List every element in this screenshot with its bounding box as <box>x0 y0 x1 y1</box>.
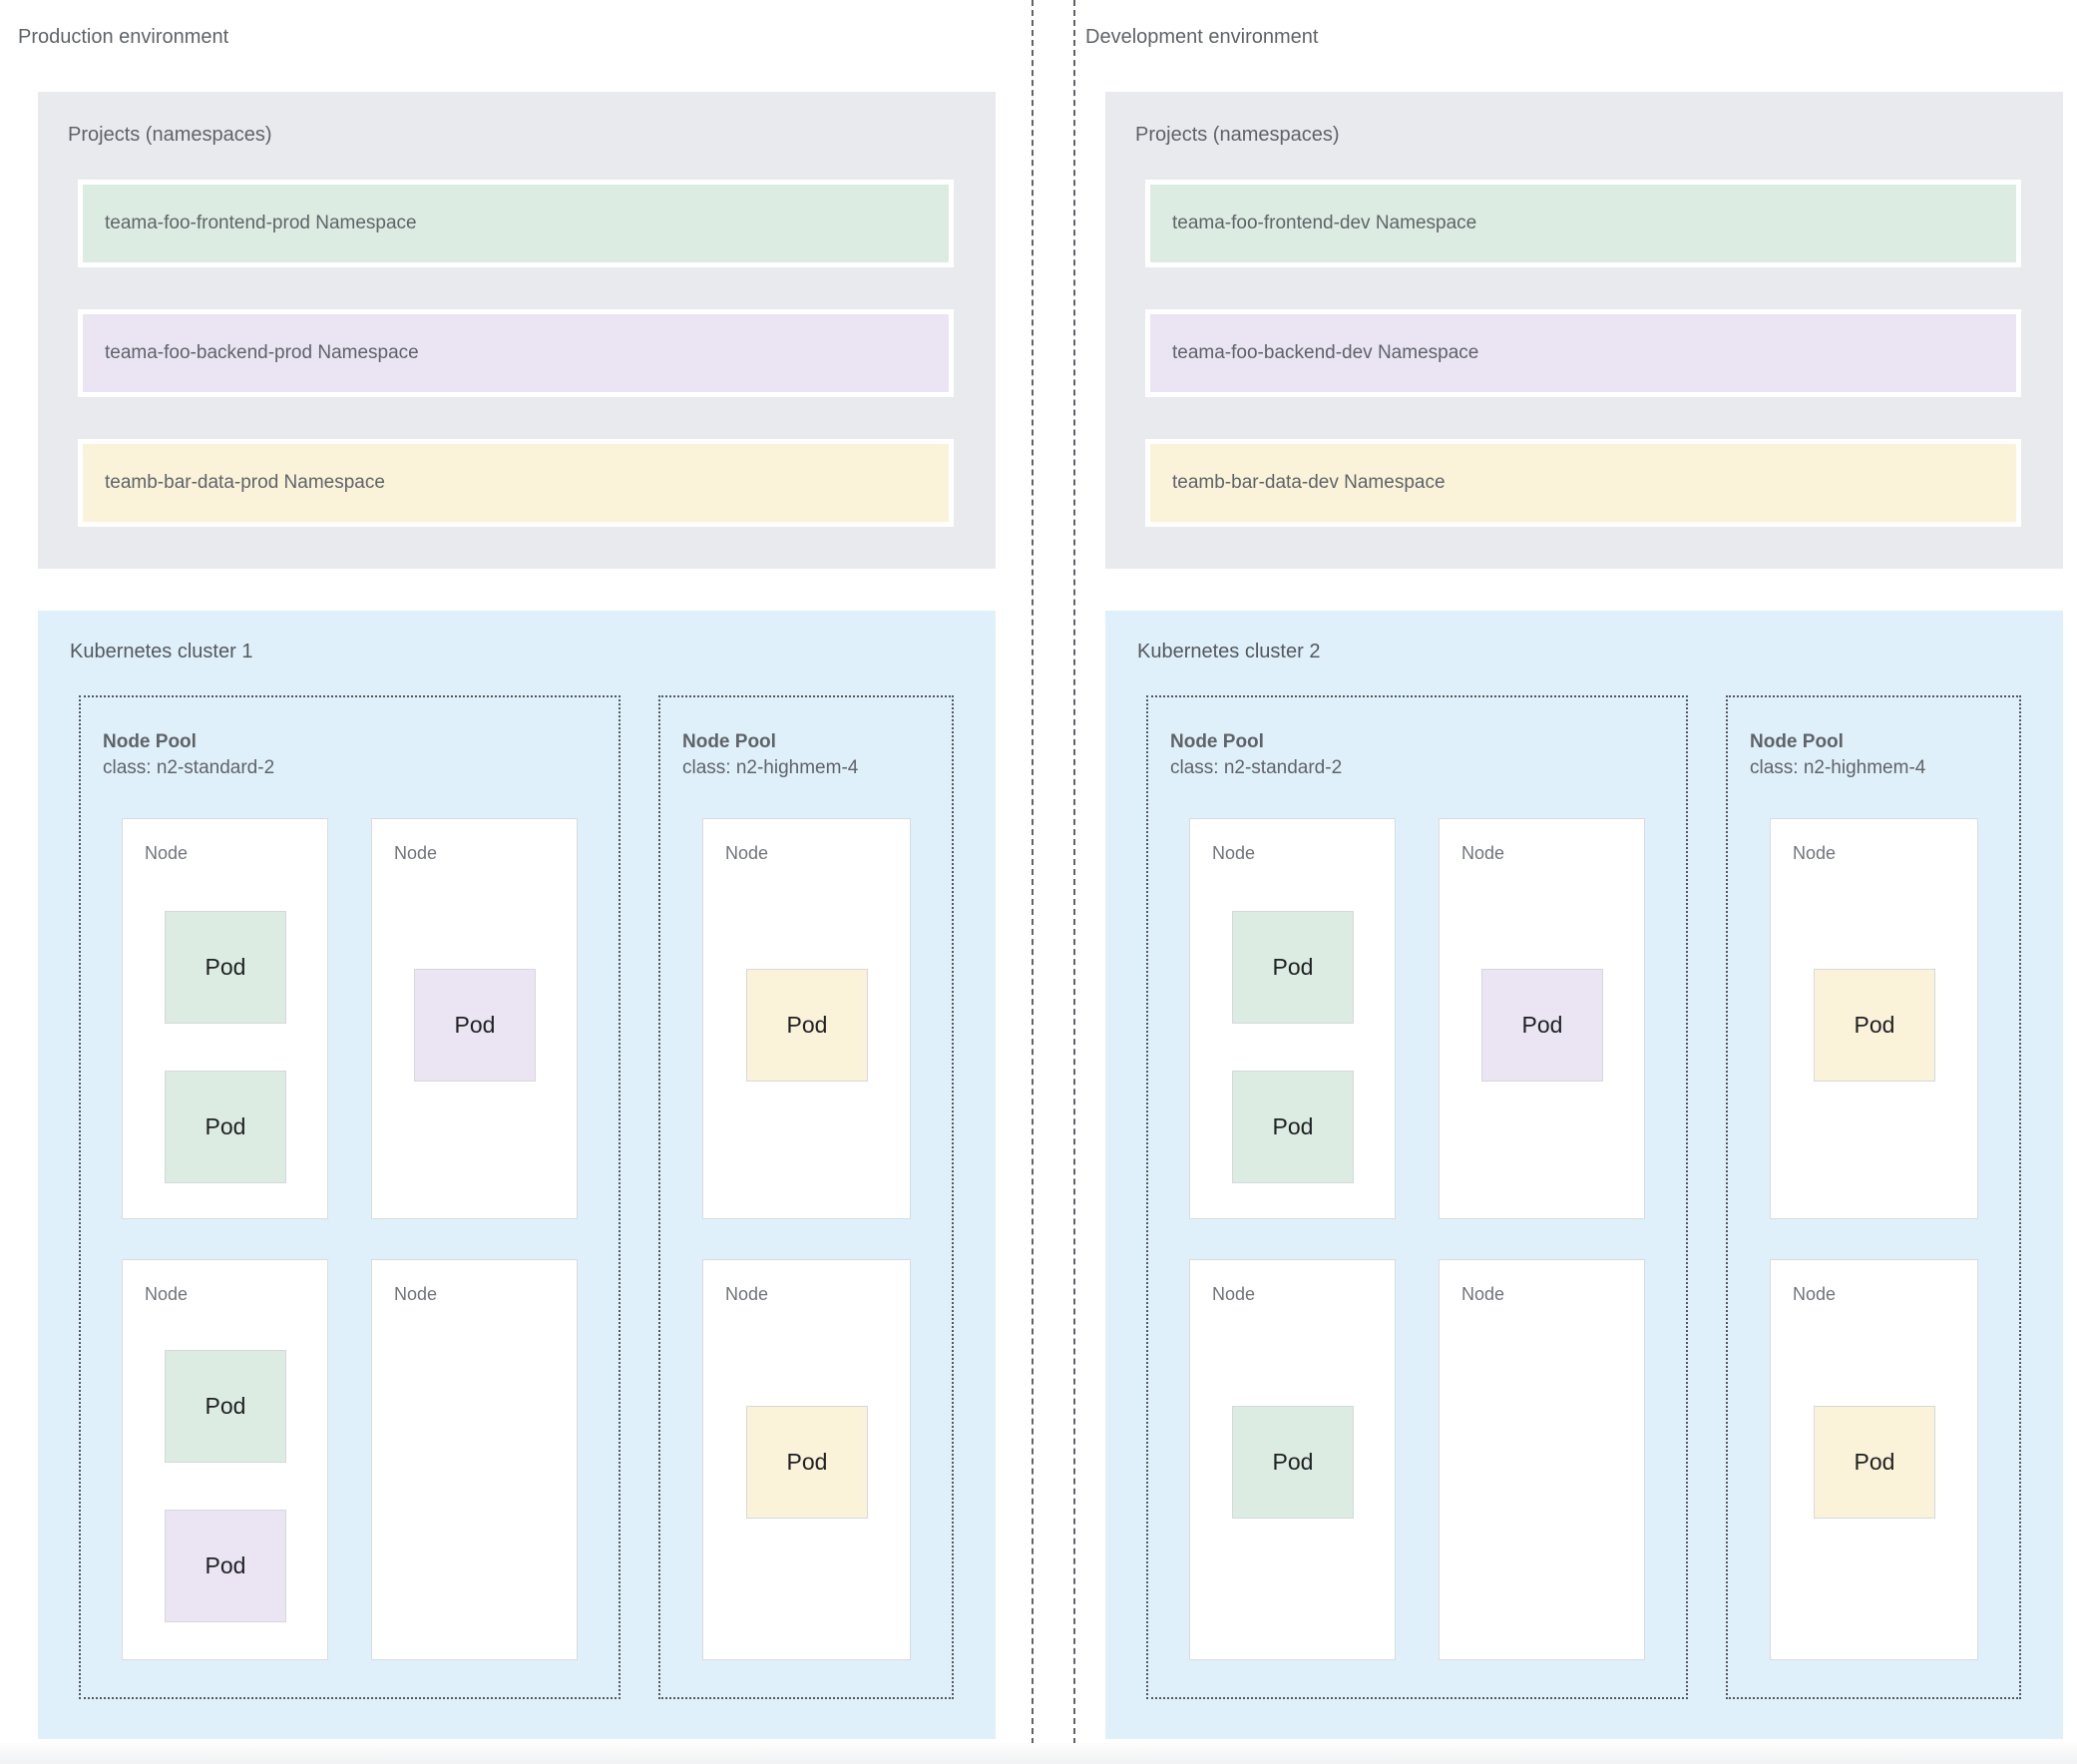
environment-title: Production environment <box>18 26 229 48</box>
pod: Pod <box>165 1510 286 1622</box>
pod: Pod <box>1232 1406 1354 1519</box>
pod-label: Pod <box>1272 1113 1314 1139</box>
node: Node Pod <box>1189 1259 1396 1660</box>
node-label: Node <box>725 1284 769 1304</box>
pod-label: Pod <box>1854 1012 1895 1038</box>
namespace-label: teama-foo-frontend-prod Namespace <box>105 213 417 233</box>
pod-label: Pod <box>1521 1012 1563 1038</box>
environment-title: Development environment <box>1085 26 1319 48</box>
namespace-label: teama-foo-backend-prod Namespace <box>105 342 419 363</box>
pod-label: Pod <box>1854 1449 1895 1475</box>
pod-label: Pod <box>205 1393 246 1419</box>
pod: Pod <box>746 1406 868 1519</box>
namespace-frontend-prod: teama-foo-frontend-prod Namespace <box>78 180 954 267</box>
pod: Pod <box>746 969 868 1082</box>
namespace-frontend-dev: teama-foo-frontend-dev Namespace <box>1145 180 2021 267</box>
node: Node Pod Pod <box>122 818 328 1219</box>
namespace-backend-prod: teama-foo-backend-prod Namespace <box>78 309 954 397</box>
pod: Pod <box>1814 969 1935 1082</box>
node-pool-title: Node Pool <box>103 731 197 752</box>
node-pool-class: class: n2-standard-2 <box>1170 757 1343 778</box>
node-pool-highmem: Node Pool class: n2-highmem-4 Node Pod N… <box>658 695 954 1699</box>
node-pool-standard: Node Pool class: n2-standard-2 Node Pod … <box>1146 695 1688 1699</box>
namespace-data-dev: teamb-bar-data-dev Namespace <box>1145 439 2021 527</box>
node: Node Pod <box>702 818 911 1219</box>
pod: Pod <box>1232 1071 1354 1183</box>
projects-title: Projects (namespaces) <box>68 124 272 146</box>
node: Node Pod Pod <box>1189 818 1396 1219</box>
pod-label: Pod <box>454 1012 496 1038</box>
node-pool-class: class: n2-standard-2 <box>103 757 275 778</box>
bottom-edge-strip <box>0 1743 2077 1764</box>
pod: Pod <box>165 911 286 1024</box>
pod: Pod <box>1814 1406 1935 1519</box>
namespace-data-prod: teamb-bar-data-prod Namespace <box>78 439 954 527</box>
node-label: Node <box>1212 1284 1256 1304</box>
node-label: Node <box>725 843 769 863</box>
cluster-title: Kubernetes cluster 1 <box>70 641 253 662</box>
node: Node Pod Pod <box>122 1259 328 1660</box>
node-label: Node <box>394 843 438 863</box>
node-pool-title: Node Pool <box>1170 731 1264 752</box>
pod-label: Pod <box>205 1552 246 1578</box>
node-pool-title: Node Pool <box>1750 731 1844 752</box>
projects-namespaces-box: Projects (namespaces) teama-foo-frontend… <box>1105 92 2063 569</box>
production-environment-panel: Production environment Projects (namespa… <box>18 0 996 1764</box>
namespace-backend-dev: teama-foo-backend-dev Namespace <box>1145 309 2021 397</box>
node-label: Node <box>1461 1284 1505 1304</box>
node: Node Pod <box>1770 1259 1978 1660</box>
pod: Pod <box>1232 911 1354 1024</box>
divider-dotted-line <box>1073 0 1075 1764</box>
pod-label: Pod <box>1272 954 1314 980</box>
node: Node Pod <box>1439 818 1645 1219</box>
node: Node <box>371 1259 578 1660</box>
node-label: Node <box>394 1284 438 1304</box>
pod: Pod <box>165 1071 286 1183</box>
node-label: Node <box>1212 843 1256 863</box>
node-pool-class: class: n2-highmem-4 <box>1750 757 1926 778</box>
node-label: Node <box>145 1284 189 1304</box>
node-label: Node <box>1793 843 1837 863</box>
namespace-label: teamb-bar-data-prod Namespace <box>105 472 385 493</box>
namespace-label: teama-foo-backend-dev Namespace <box>1172 342 1479 363</box>
node-pool-title: Node Pool <box>682 731 776 752</box>
pod-label: Pod <box>205 954 246 980</box>
pod: Pod <box>165 1350 286 1463</box>
node-pool-class: class: n2-highmem-4 <box>682 757 859 778</box>
namespace-label: teamb-bar-data-dev Namespace <box>1172 472 1446 493</box>
node-pool-standard: Node Pool class: n2-standard-2 Node Pod … <box>79 695 621 1699</box>
pod-label: Pod <box>205 1113 246 1139</box>
projects-namespaces-box: Projects (namespaces) teama-foo-frontend… <box>38 92 996 569</box>
pod-label: Pod <box>786 1012 828 1038</box>
kubernetes-cluster-1-box: Kubernetes cluster 1 Node Pool class: n2… <box>38 611 996 1739</box>
kubernetes-cluster-2-box: Kubernetes cluster 2 Node Pool class: n2… <box>1105 611 2063 1739</box>
node-label: Node <box>1793 1284 1837 1304</box>
node: Node Pod <box>371 818 578 1219</box>
node-label: Node <box>145 843 189 863</box>
namespace-label: teama-foo-frontend-dev Namespace <box>1172 213 1477 233</box>
node-label: Node <box>1461 843 1505 863</box>
pod: Pod <box>414 969 536 1082</box>
development-environment-panel: Development environment Projects (namesp… <box>1085 0 2063 1764</box>
node: Node Pod <box>702 1259 911 1660</box>
cluster-title: Kubernetes cluster 2 <box>1137 641 1321 662</box>
pod-label: Pod <box>786 1449 828 1475</box>
divider-dotted-line <box>1032 0 1034 1764</box>
projects-title: Projects (namespaces) <box>1135 124 1340 146</box>
node: Node Pod <box>1770 818 1978 1219</box>
node-pool-highmem: Node Pool class: n2-highmem-4 Node Pod N… <box>1726 695 2021 1699</box>
node: Node <box>1439 1259 1645 1660</box>
pod: Pod <box>1481 969 1603 1082</box>
pod-label: Pod <box>1272 1449 1314 1475</box>
